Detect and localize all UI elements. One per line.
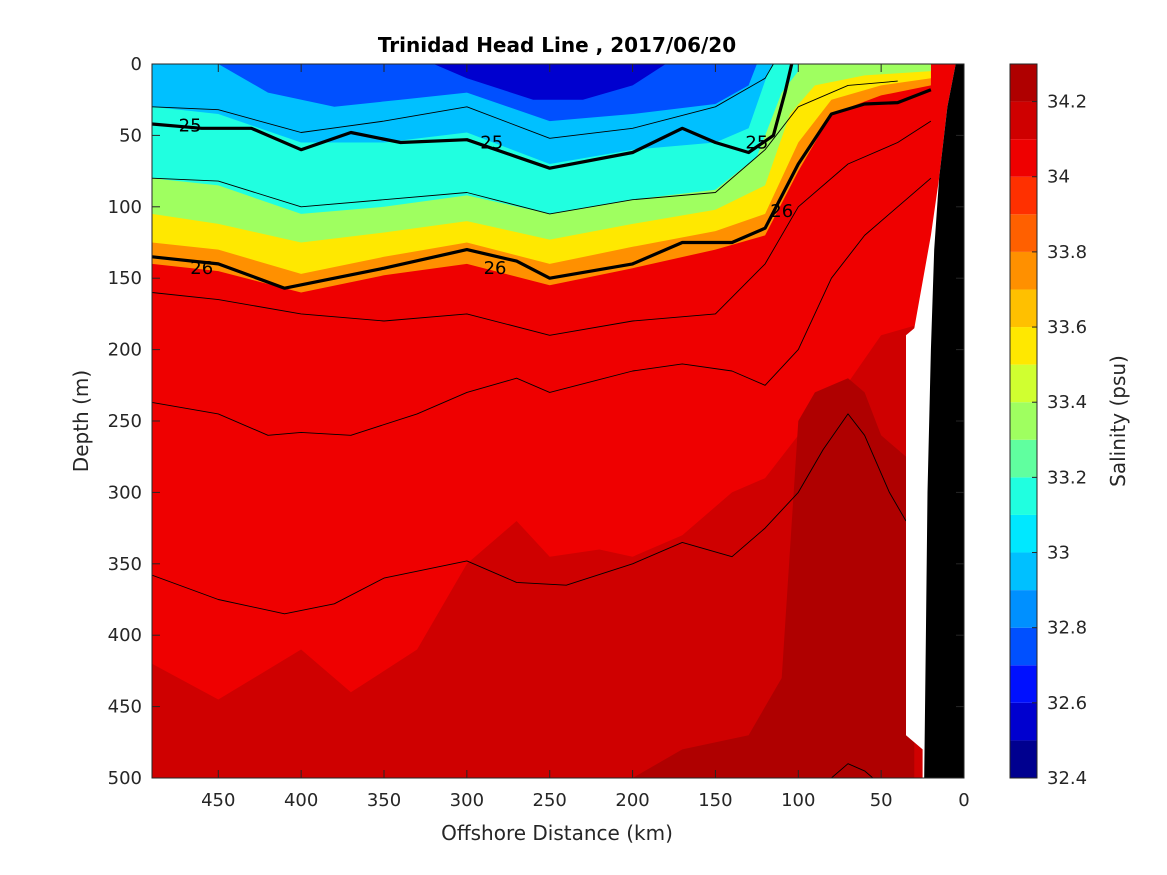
colorbar-swatch-11 xyxy=(1010,327,1037,365)
density-contours xyxy=(152,64,932,778)
contour-bold-25 xyxy=(152,64,794,170)
colorbar-swatch-8 xyxy=(1010,439,1037,478)
colorbar-tick-label-3: 33 xyxy=(1047,543,1070,564)
y-tick-label-5: 250 xyxy=(108,411,142,432)
x-tick-label-4: 250 xyxy=(533,790,567,811)
y-tick-label-0: 0 xyxy=(131,54,142,75)
seafloor-mask xyxy=(906,64,964,778)
contour-label-5: 26 xyxy=(770,201,793,222)
colorbar-tick-label-7: 33.8 xyxy=(1047,242,1087,263)
colorbar-swatches xyxy=(1010,64,1037,778)
colorbar-tick-label-9: 34.2 xyxy=(1047,92,1087,113)
x-axis-label: Offshore Distance (km) xyxy=(441,821,673,845)
salinity-layer-3 xyxy=(152,378,915,778)
salinity-band-6 xyxy=(433,64,666,100)
colorbar-tick-label-2: 32.8 xyxy=(1047,618,1087,639)
x-tick-label-7: 100 xyxy=(781,790,815,811)
contour-line-2 xyxy=(152,64,774,139)
x-tick-label-2: 350 xyxy=(367,790,401,811)
y-tick-label-1: 50 xyxy=(119,125,142,146)
colorbar-swatch-9 xyxy=(1010,402,1037,440)
colorbar-tick-label-4: 33.2 xyxy=(1047,467,1087,488)
salinity-field xyxy=(152,64,964,778)
contour-label-2: 25 xyxy=(745,133,768,154)
colorbar-tick-label-0: 32.4 xyxy=(1047,768,1087,789)
colorbar-swatch-17 xyxy=(1010,101,1037,140)
contour-line-3 xyxy=(152,80,898,215)
colorbar-tick-label-8: 34 xyxy=(1047,167,1070,188)
colorbar-swatch-7 xyxy=(1010,477,1037,515)
y-tick-label-6: 300 xyxy=(108,482,142,503)
x-tick-label-5: 200 xyxy=(615,790,649,811)
colorbar-swatch-16 xyxy=(1010,139,1037,177)
salinity-layer-2 xyxy=(152,321,931,778)
y-tick-label-4: 200 xyxy=(108,340,142,361)
colorbar-swatch-15 xyxy=(1010,176,1037,215)
y-axis-label: Depth (m) xyxy=(69,370,93,472)
contour-label-4: 26 xyxy=(484,258,507,279)
colorbar-swatch-12 xyxy=(1010,289,1037,328)
x-tick-label-6: 150 xyxy=(698,790,732,811)
x-tick-label-8: 50 xyxy=(870,790,893,811)
colorbar-swatch-10 xyxy=(1010,364,1037,403)
colorbar-tick-label-6: 33.6 xyxy=(1047,317,1087,338)
colorbar-ticks: 32.4 32.6 32.8 33 33.2 33.4 33.6 33.8 34 34.2 xyxy=(1032,92,1087,789)
plot-area: 25 25 25 26 26 26 xyxy=(151,63,965,779)
contour-line-6 xyxy=(152,413,907,615)
colorbar-swatch-13 xyxy=(1010,251,1037,290)
y-tick-label-9: 450 xyxy=(108,697,142,718)
colorbar-swatch-2 xyxy=(1010,665,1037,703)
y-tick-label-7: 350 xyxy=(108,554,142,575)
x-tick-label-1: 400 xyxy=(284,790,318,811)
y-tick-label-2: 100 xyxy=(108,197,142,218)
contour-label-3: 26 xyxy=(190,258,213,279)
y-tick-label-8: 400 xyxy=(108,625,142,646)
contour-label-0: 25 xyxy=(179,115,202,136)
colorbar-swatch-14 xyxy=(1010,214,1037,252)
colorbar-tick-label-1: 32.6 xyxy=(1047,693,1087,714)
colorbar-label: Salinity (psu) xyxy=(1106,355,1130,487)
colorbar-swatch-3 xyxy=(1010,627,1037,666)
y-tick-label-10: 500 xyxy=(108,768,142,789)
x-tick-label-3: 300 xyxy=(450,790,484,811)
chart-title: Trinidad Head Line , 2017/06/20 xyxy=(378,33,736,57)
colorbar: 32.4 32.6 32.8 33 33.2 33.4 33.6 33.8 34 34.2 xyxy=(1009,63,1087,789)
seafloor xyxy=(924,64,964,778)
contour-label-1: 25 xyxy=(480,133,503,154)
y-axis: 0 50 100 150 200 250 300 350 400 450 500 xyxy=(108,54,964,789)
x-tick-label-0: 450 xyxy=(201,790,235,811)
colorbar-swatch-18 xyxy=(1010,64,1037,102)
colorbar-swatch-4 xyxy=(1010,590,1037,628)
colorbar-swatch-6 xyxy=(1010,514,1037,553)
contour-bold-26 xyxy=(152,88,932,290)
colorbar-swatch-5 xyxy=(1010,552,1037,591)
contour-line-5 xyxy=(152,177,932,436)
x-tick-label-9: 0 xyxy=(958,790,969,811)
contour-line-4 xyxy=(152,120,932,336)
contour-labels: 25 25 25 26 26 26 xyxy=(179,115,794,279)
contour-line-7 xyxy=(831,763,874,778)
colorbar-frame xyxy=(1009,63,1038,779)
colorbar-swatch-1 xyxy=(1010,702,1037,741)
colorbar-tick-label-5: 33.4 xyxy=(1047,392,1087,413)
x-axis: 450 400 350 300 250 200 150 100 50 0 xyxy=(201,64,970,811)
colorbar-swatch-0 xyxy=(1010,740,1037,778)
y-tick-label-3: 150 xyxy=(108,268,142,289)
